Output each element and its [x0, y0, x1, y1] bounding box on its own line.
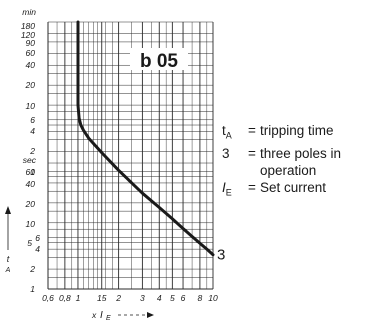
title-background: [130, 48, 188, 70]
x-axis-label-symbol: I: [100, 310, 103, 321]
x-tick-label: 5: [170, 293, 175, 303]
y-axis-arrowhead: [5, 206, 11, 214]
y-tick-label-min: 1: [30, 167, 35, 177]
y-tick-label-min: 10: [26, 101, 36, 111]
legend-row: 3 = three poles in operation: [222, 145, 368, 179]
legend-equals: =: [248, 123, 256, 138]
legend-row: IE = Set current: [222, 179, 368, 202]
tripping-curve-line: [76, 20, 215, 257]
y-tick-label-sec: 1: [30, 284, 35, 294]
legend-symbol: t: [222, 123, 226, 138]
y-tick-label-sec: 10: [26, 219, 36, 229]
x-tick-label: 4: [157, 293, 162, 303]
x-axis-label-prefix: x: [91, 310, 97, 320]
y-tick-label-sec: 6: [35, 233, 40, 243]
y-tick-label-min: 60: [26, 48, 36, 58]
legend-symbol: 3: [222, 145, 230, 161]
y-tick-label-sec: 20: [25, 199, 36, 209]
legend-row: tA = tripping time: [222, 122, 368, 145]
y-tick-label-min: 90: [26, 38, 36, 48]
x-tick-label: 1: [76, 293, 81, 303]
y-axis-label-main: t: [7, 254, 10, 264]
legend-text: three poles in operation: [260, 145, 342, 178]
y-unit-sec-label: sec: [23, 155, 37, 165]
y-tick-label-sec: 2: [29, 264, 35, 274]
y-axis-label-sub: A: [5, 267, 11, 274]
legend: tA = tripping time 3 = three poles in op…: [222, 122, 368, 201]
y-tick-label-sec: 5: [27, 238, 32, 248]
x-axis-arrowhead: [147, 312, 154, 318]
y-tick-label-min: 4: [30, 126, 35, 136]
x-axis-label-subscript: E: [106, 315, 111, 322]
x-tick-label: 10: [208, 293, 218, 303]
y-tick-label-min: 20: [25, 80, 36, 90]
y-tick-label-sec: 60: [26, 167, 36, 177]
x-tick-label: 0,6: [42, 293, 54, 303]
y-tick-label-min: 40: [26, 60, 36, 70]
legend-symbol-sub: A: [225, 130, 232, 141]
y-tick-label-min: 180: [21, 21, 35, 31]
x-tick-label: 8: [198, 293, 203, 303]
x-tick-label: 3: [140, 293, 145, 303]
y-tick-label-sec: 4: [35, 244, 40, 254]
legend-equals: =: [248, 179, 256, 195]
x-tick-label: 15: [97, 293, 107, 303]
series-label: 3: [217, 247, 225, 264]
x-tick-label: 0,8: [59, 293, 71, 303]
x-tick-label: 6: [181, 293, 186, 303]
legend-text: tripping time: [260, 123, 334, 138]
legend-text: Set current: [260, 179, 327, 195]
y-tick-label-min: 2: [29, 146, 35, 156]
y-tick-label-min: 6: [30, 115, 35, 125]
legend-equals: =: [248, 145, 256, 161]
chart-title: b 05: [140, 51, 178, 72]
x-tick-label: 2: [115, 293, 121, 303]
y-tick-label-min: 120: [21, 30, 35, 40]
y-unit-min-label: min: [22, 7, 36, 17]
legend-symbol-sub: E: [225, 187, 232, 198]
y-tick-label-sec: 40: [26, 179, 36, 189]
legend-symbol: I: [222, 179, 226, 195]
